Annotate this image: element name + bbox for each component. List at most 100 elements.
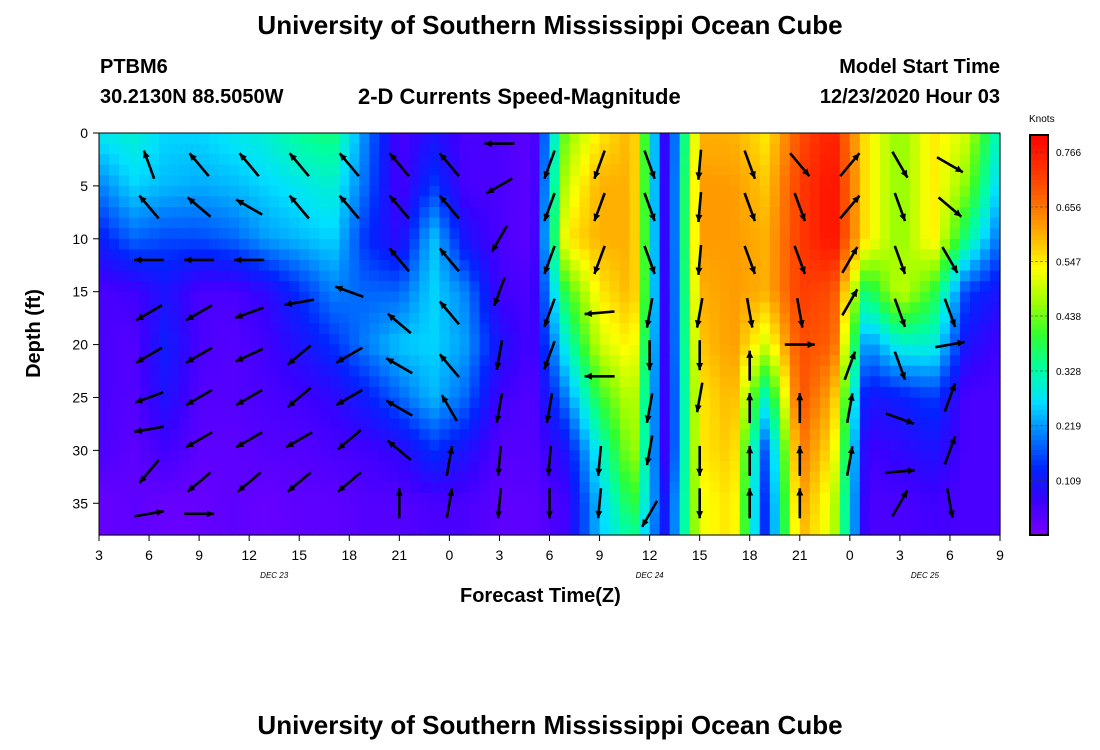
heatmap-cell bbox=[149, 323, 160, 335]
heatmap-cell bbox=[559, 133, 571, 145]
heatmap-cell bbox=[909, 344, 921, 356]
heatmap-cell bbox=[459, 418, 471, 430]
heatmap-cell bbox=[379, 334, 390, 346]
heatmap-cell bbox=[489, 408, 501, 420]
current-vector-arrow bbox=[643, 192, 656, 222]
heatmap-cell bbox=[199, 334, 210, 346]
heatmap-cell bbox=[879, 259, 891, 272]
heatmap-cell bbox=[249, 291, 260, 303]
heatmap-cell bbox=[359, 228, 370, 240]
heatmap-cell bbox=[789, 302, 801, 314]
heatmap-cell bbox=[739, 418, 751, 430]
heatmap-cell bbox=[539, 418, 551, 430]
heatmap-cell bbox=[559, 175, 571, 187]
heatmap-cell bbox=[539, 281, 551, 293]
heatmap-cell bbox=[249, 154, 260, 166]
heatmap-cell bbox=[209, 217, 220, 229]
heatmap-cell bbox=[569, 196, 581, 208]
heatmap-cell bbox=[109, 513, 120, 526]
heatmap-cell bbox=[829, 281, 841, 293]
heatmap-cell bbox=[239, 143, 250, 155]
heatmap-cell bbox=[339, 164, 350, 176]
heatmap-cell bbox=[119, 228, 130, 240]
heatmap-cell bbox=[689, 323, 701, 335]
heatmap-cell bbox=[589, 281, 601, 293]
heatmap-cell bbox=[589, 133, 601, 145]
heatmap-cell bbox=[649, 185, 661, 198]
heatmap-cell bbox=[959, 513, 971, 526]
heatmap-cell bbox=[149, 334, 160, 346]
arrow-head bbox=[236, 199, 245, 207]
colorbar-band bbox=[1030, 390, 1048, 396]
heatmap-cell bbox=[729, 228, 741, 240]
heatmap-cell bbox=[989, 175, 1001, 187]
heatmap-cell bbox=[729, 302, 741, 314]
heatmap-cell bbox=[319, 450, 330, 462]
heatmap-cell bbox=[159, 376, 170, 388]
heatmap-cell bbox=[669, 386, 681, 399]
heatmap-cell bbox=[409, 259, 420, 272]
heatmap-cell bbox=[279, 207, 290, 219]
heatmap-cell bbox=[819, 259, 831, 272]
heatmap-cell bbox=[979, 302, 991, 314]
heatmap-cell bbox=[169, 259, 180, 272]
heatmap-cell bbox=[249, 302, 260, 314]
heatmap-cell bbox=[409, 429, 420, 441]
heatmap-cell bbox=[249, 312, 260, 325]
heatmap-cell bbox=[129, 376, 140, 388]
heatmap-cell bbox=[429, 344, 440, 356]
heatmap-cell bbox=[159, 450, 170, 462]
heatmap-cell bbox=[659, 471, 671, 483]
heatmap-cell bbox=[719, 386, 731, 399]
heatmap-cell bbox=[139, 439, 150, 451]
heatmap-cell bbox=[659, 133, 671, 145]
heatmap-cell bbox=[629, 133, 641, 145]
heatmap-cell bbox=[639, 471, 651, 483]
heatmap-cell bbox=[359, 185, 370, 198]
heatmap-cell bbox=[619, 217, 631, 229]
heatmap-cell bbox=[539, 164, 551, 176]
current-vector-arrow bbox=[696, 488, 704, 519]
heatmap-cell bbox=[279, 143, 290, 155]
x-tick-label: 21 bbox=[392, 547, 408, 563]
heatmap-cell bbox=[729, 259, 741, 272]
heatmap-cell bbox=[119, 270, 130, 282]
heatmap-cell bbox=[129, 334, 140, 346]
heatmap-cell bbox=[339, 323, 350, 335]
heatmap-cell bbox=[869, 323, 881, 335]
heatmap-cell bbox=[179, 249, 190, 261]
heatmap-cell bbox=[189, 302, 200, 314]
heatmap-cell bbox=[189, 513, 200, 526]
heatmap-cell bbox=[259, 154, 270, 166]
x-tick-label: 6 bbox=[145, 547, 153, 563]
heatmap-cell bbox=[539, 365, 551, 377]
heatmap-cell bbox=[609, 344, 621, 356]
heatmap-cell bbox=[729, 185, 741, 198]
heatmap-cell bbox=[969, 270, 981, 282]
heatmap-cell bbox=[629, 460, 641, 473]
heatmap-cell bbox=[369, 175, 380, 187]
heatmap-cell bbox=[359, 460, 370, 473]
heatmap-cell bbox=[109, 196, 120, 208]
heatmap-cell bbox=[369, 217, 380, 229]
heatmap-cell bbox=[669, 207, 681, 219]
heatmap-cell bbox=[489, 133, 501, 145]
heatmap-cell bbox=[529, 418, 541, 430]
heatmap-cell bbox=[259, 196, 270, 208]
heatmap-cell bbox=[669, 133, 681, 145]
heatmap-cell bbox=[689, 365, 701, 377]
current-vector-arrow bbox=[186, 471, 212, 493]
heatmap-cell bbox=[639, 143, 651, 155]
heatmap-cell bbox=[859, 154, 871, 166]
heatmap-cell bbox=[159, 143, 170, 155]
heatmap-cell bbox=[649, 524, 661, 536]
heatmap-cell bbox=[789, 334, 801, 346]
heatmap-cell bbox=[169, 228, 180, 240]
heatmap-cell bbox=[349, 386, 360, 399]
heatmap-cell bbox=[709, 429, 721, 441]
heatmap-cell bbox=[749, 185, 761, 198]
colorbar-band bbox=[1030, 345, 1048, 351]
heatmap-cell bbox=[509, 270, 521, 282]
heatmap-cell bbox=[559, 207, 571, 219]
arrow-head bbox=[796, 445, 804, 454]
